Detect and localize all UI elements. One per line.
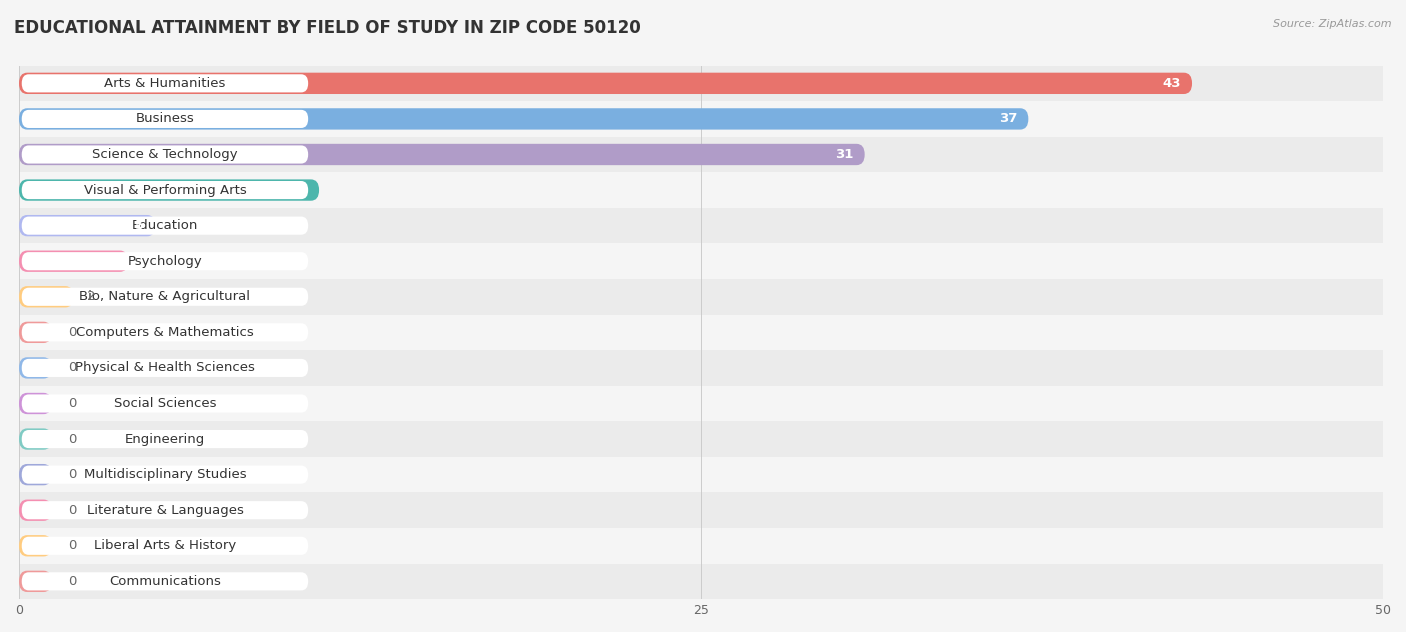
FancyBboxPatch shape (21, 466, 308, 483)
FancyBboxPatch shape (20, 179, 319, 201)
Text: 0: 0 (67, 432, 76, 446)
Text: Science & Technology: Science & Technology (93, 148, 238, 161)
Text: Bio, Nature & Agricultural: Bio, Nature & Agricultural (80, 290, 250, 303)
Bar (20, 350, 1384, 386)
Text: Computers & Mathematics: Computers & Mathematics (76, 326, 254, 339)
Text: 0: 0 (67, 539, 76, 552)
Text: Visual & Performing Arts: Visual & Performing Arts (83, 183, 246, 197)
Text: 31: 31 (835, 148, 853, 161)
FancyBboxPatch shape (21, 110, 308, 128)
Text: 0: 0 (67, 362, 76, 374)
FancyBboxPatch shape (20, 428, 52, 450)
FancyBboxPatch shape (20, 357, 52, 379)
FancyBboxPatch shape (20, 499, 52, 521)
FancyBboxPatch shape (20, 73, 1192, 94)
Text: Psychology: Psychology (128, 255, 202, 268)
Text: Physical & Health Sciences: Physical & Health Sciences (75, 362, 254, 374)
FancyBboxPatch shape (20, 393, 52, 414)
Text: Communications: Communications (110, 575, 221, 588)
Text: 43: 43 (1163, 77, 1181, 90)
FancyBboxPatch shape (21, 217, 308, 234)
Text: 37: 37 (1000, 112, 1018, 125)
Bar (20, 564, 1384, 599)
FancyBboxPatch shape (21, 501, 308, 520)
Text: 0: 0 (67, 397, 76, 410)
Bar (20, 173, 1384, 208)
Text: 11: 11 (290, 183, 308, 197)
Bar (20, 492, 1384, 528)
FancyBboxPatch shape (21, 252, 308, 270)
Bar (20, 386, 1384, 422)
Bar (20, 315, 1384, 350)
FancyBboxPatch shape (20, 250, 128, 272)
Bar (20, 208, 1384, 243)
FancyBboxPatch shape (20, 286, 73, 307)
FancyBboxPatch shape (21, 75, 308, 92)
Text: 5: 5 (135, 219, 145, 232)
Text: EDUCATIONAL ATTAINMENT BY FIELD OF STUDY IN ZIP CODE 50120: EDUCATIONAL ATTAINMENT BY FIELD OF STUDY… (14, 19, 641, 37)
FancyBboxPatch shape (21, 537, 308, 555)
Bar (20, 137, 1384, 173)
Text: 4: 4 (108, 255, 117, 268)
Text: Multidisciplinary Studies: Multidisciplinary Studies (83, 468, 246, 481)
Bar (20, 457, 1384, 492)
FancyBboxPatch shape (20, 215, 156, 236)
FancyBboxPatch shape (21, 181, 308, 199)
Text: Social Sciences: Social Sciences (114, 397, 217, 410)
FancyBboxPatch shape (20, 108, 1028, 130)
Text: Engineering: Engineering (125, 432, 205, 446)
Text: 0: 0 (67, 326, 76, 339)
Text: 0: 0 (67, 504, 76, 517)
FancyBboxPatch shape (21, 430, 308, 448)
FancyBboxPatch shape (21, 145, 308, 164)
Text: 2: 2 (87, 290, 96, 303)
Text: 0: 0 (67, 575, 76, 588)
FancyBboxPatch shape (21, 394, 308, 413)
Text: 0: 0 (67, 468, 76, 481)
Text: Source: ZipAtlas.com: Source: ZipAtlas.com (1274, 19, 1392, 29)
Bar (20, 66, 1384, 101)
FancyBboxPatch shape (21, 573, 308, 590)
Bar (20, 528, 1384, 564)
Text: Business: Business (135, 112, 194, 125)
Bar (20, 243, 1384, 279)
Text: Arts & Humanities: Arts & Humanities (104, 77, 225, 90)
FancyBboxPatch shape (20, 571, 52, 592)
FancyBboxPatch shape (20, 535, 52, 556)
FancyBboxPatch shape (21, 324, 308, 341)
FancyBboxPatch shape (21, 359, 308, 377)
FancyBboxPatch shape (20, 464, 52, 485)
Text: Education: Education (132, 219, 198, 232)
Bar (20, 422, 1384, 457)
FancyBboxPatch shape (21, 288, 308, 306)
FancyBboxPatch shape (20, 144, 865, 165)
Bar (20, 279, 1384, 315)
Text: Liberal Arts & History: Liberal Arts & History (94, 539, 236, 552)
FancyBboxPatch shape (20, 322, 52, 343)
Text: Literature & Languages: Literature & Languages (87, 504, 243, 517)
Bar (20, 101, 1384, 137)
